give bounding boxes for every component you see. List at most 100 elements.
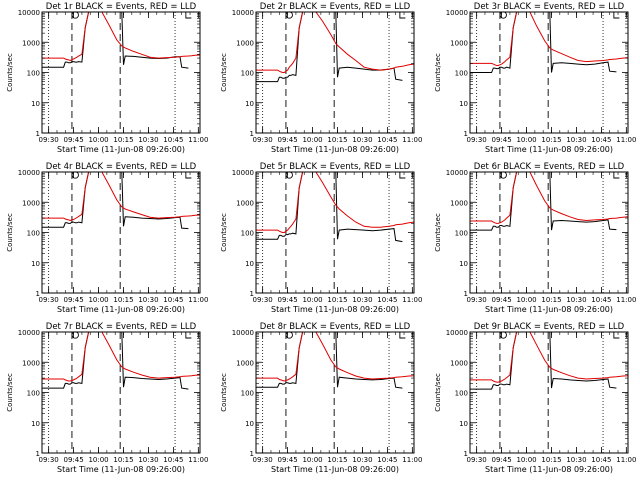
x-tick-label: 09:30 xyxy=(253,136,273,144)
plot-area xyxy=(256,332,414,453)
y-tick-label: 100 xyxy=(455,390,468,398)
x-tick-label: 11:00 xyxy=(188,296,208,304)
x-tick-label: 10:30 xyxy=(138,456,158,464)
x-tick-label: 10:00 xyxy=(516,296,536,304)
x-tick-label: 09:30 xyxy=(39,296,59,304)
circle-marker xyxy=(285,11,293,19)
series-lld-line xyxy=(42,12,200,62)
plot-frame xyxy=(41,11,201,134)
y-tick-label: 100 xyxy=(27,70,40,78)
x-tick-label: 10:30 xyxy=(352,456,372,464)
series-events-line xyxy=(470,172,617,231)
y-tick-label: 1000 xyxy=(236,39,254,47)
y-axis-label: Counts/sec xyxy=(220,53,228,92)
y-axis-label: Counts/sec xyxy=(6,53,14,92)
x-tick-label: 09:45 xyxy=(64,296,84,304)
y-tick-label: 10000 xyxy=(18,9,40,17)
y-tick-label: 1 xyxy=(464,290,468,298)
y-tick-label: 10 xyxy=(459,420,468,428)
y-tick-label: 10000 xyxy=(232,9,254,17)
x-axis-label: Start Time (11-Jun-08 09:26:00) xyxy=(57,305,185,314)
series-events-line xyxy=(42,12,189,69)
x-axis-label: Start Time (11-Jun-08 09:26:00) xyxy=(57,145,185,154)
plot-frame xyxy=(41,331,201,454)
x-tick-label: 10:00 xyxy=(516,136,536,144)
series-events-line xyxy=(256,332,403,389)
y-tick-label: 100 xyxy=(241,230,254,238)
y-tick-label: 100 xyxy=(27,230,40,238)
panel-8: Det 8r BLACK = Events, RED = LLD 1 10 100 10… xyxy=(220,322,422,474)
chart-title: Det 5r BLACK = Events, RED = LLD xyxy=(260,162,411,172)
plot-frame xyxy=(469,171,629,294)
y-tick-label: 10000 xyxy=(446,169,468,177)
x-tick-label: 10:15 xyxy=(541,456,561,464)
plot-frame xyxy=(255,171,415,294)
y-tick-label: 10000 xyxy=(232,329,254,337)
y-tick-label: 1 xyxy=(36,450,40,458)
circle-marker xyxy=(71,331,79,339)
panel-2: Det 2r BLACK = Events, RED = LLD 1 10 100 10… xyxy=(220,2,422,154)
y-tick-label: 100 xyxy=(455,230,468,238)
x-tick-label: 09:45 xyxy=(492,136,512,144)
y-tick-label: 10000 xyxy=(18,329,40,337)
x-tick-label: 10:15 xyxy=(541,296,561,304)
x-tick-label: 09:30 xyxy=(467,296,487,304)
y-tick-label: 1000 xyxy=(450,39,468,47)
x-tick-label: 11:00 xyxy=(616,296,636,304)
x-tick-label: 10:15 xyxy=(113,136,133,144)
y-tick-label: 10 xyxy=(459,100,468,108)
y-tick-label: 10 xyxy=(459,260,468,268)
y-tick-label: 1 xyxy=(250,130,254,138)
x-tick-label: 10:45 xyxy=(163,296,183,304)
x-axis-label: Start Time (11-Jun-08 09:26:00) xyxy=(271,465,399,474)
panel-7: Det 7r BLACK = Events, RED = LLD 1 10 100 10… xyxy=(6,322,208,474)
series-lld-line xyxy=(256,172,414,233)
y-tick-label: 1000 xyxy=(236,199,254,207)
x-tick-label: 10:30 xyxy=(566,136,586,144)
chart-title: Det 2r BLACK = Events, RED = LLD xyxy=(260,2,411,12)
box-marker xyxy=(613,172,620,179)
x-axis-label: Start Time (11-Jun-08 09:26:00) xyxy=(271,145,399,154)
y-tick-label: 10 xyxy=(31,420,40,428)
x-tick-label: 09:45 xyxy=(278,296,298,304)
plot-area xyxy=(256,12,414,133)
x-tick-label: 09:45 xyxy=(278,456,298,464)
x-tick-label: 10:45 xyxy=(377,296,397,304)
box-marker xyxy=(399,332,406,339)
x-tick-label: 10:00 xyxy=(302,296,322,304)
x-tick-label: 09:45 xyxy=(492,296,512,304)
y-tick-label: 1 xyxy=(250,450,254,458)
x-tick-label: 10:15 xyxy=(113,456,133,464)
y-tick-label: 10 xyxy=(245,420,254,428)
y-tick-label: 1 xyxy=(464,130,468,138)
plot-area xyxy=(42,12,200,133)
x-tick-label: 10:30 xyxy=(138,136,158,144)
x-tick-label: 10:45 xyxy=(591,136,611,144)
y-axis-label: Counts/sec xyxy=(220,213,228,252)
y-tick-label: 1 xyxy=(36,290,40,298)
x-tick-label: 11:00 xyxy=(188,456,208,464)
panel-5: Det 5r BLACK = Events, RED = LLD 1 10 100 10… xyxy=(220,162,422,314)
plot-area xyxy=(42,332,200,453)
chart-title: Det 6r BLACK = Events, RED = LLD xyxy=(474,162,625,172)
chart-title: Det 3r BLACK = Events, RED = LLD xyxy=(474,2,625,12)
plot-frame xyxy=(469,11,629,134)
x-tick-label: 09:45 xyxy=(492,456,512,464)
plot-area xyxy=(470,332,628,453)
series-lld-line xyxy=(256,332,414,382)
y-tick-label: 1000 xyxy=(22,39,40,47)
x-tick-label: 09:30 xyxy=(467,456,487,464)
box-marker xyxy=(399,12,406,19)
x-tick-label: 11:00 xyxy=(402,456,422,464)
x-tick-label: 10:30 xyxy=(566,296,586,304)
x-tick-label: 09:30 xyxy=(39,456,59,464)
plot-frame xyxy=(41,171,201,294)
panel-6: Det 6r BLACK = Events, RED = LLD 1 10 100 10… xyxy=(434,162,636,314)
x-tick-label: 10:45 xyxy=(163,456,183,464)
x-tick-label: 10:45 xyxy=(163,136,183,144)
circle-marker xyxy=(499,11,507,19)
x-tick-label: 10:15 xyxy=(327,136,347,144)
y-tick-label: 10000 xyxy=(446,329,468,337)
